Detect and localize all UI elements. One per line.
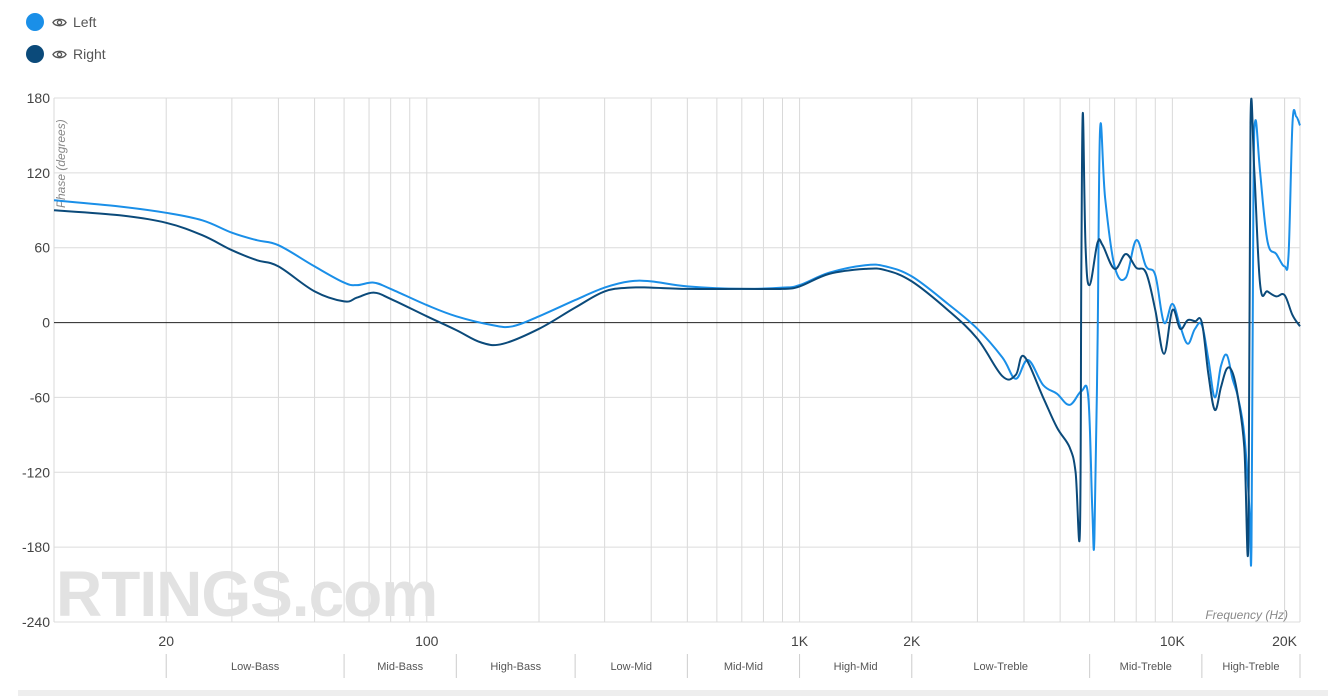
y-tick-label: -180 [22,539,50,555]
series-line-left [53,109,1301,567]
x-axis-label: Frequency (Hz) [1205,608,1288,622]
legend-label-left: Left [73,14,97,30]
band-label: Mid-Mid [724,661,763,673]
legend-swatch-left [26,13,44,31]
axis-layer: 180 120 60 0 -60 -120 -180 -240 20 100 1K 2K 10K 20K [22,90,1298,649]
y-tick-label: -240 [22,614,50,630]
eye-icon[interactable] [52,15,67,30]
band-label: Low-Treble [973,661,1028,673]
x-tick-label: 2K [903,633,921,649]
eye-icon[interactable] [52,47,67,62]
watermark: RTINGS.com [56,558,437,630]
y-axis-label: Phase (degrees) [54,119,68,208]
band-label: High-Bass [490,661,541,673]
x-tick-label: 1K [791,633,809,649]
y-tick-label: -120 [22,464,50,480]
x-tick-label: 20K [1272,633,1298,649]
band-label: High-Treble [1222,661,1279,673]
band-label: High-Mid [834,661,878,673]
band-label: Mid-Bass [377,661,423,673]
chart-legend: Left Right [26,6,106,70]
legend-item-left[interactable]: Left [26,6,106,38]
footer-strip [18,690,1328,696]
series-line-right [53,97,1301,558]
band-layer: Low-Bass Mid-Bass High-Bass Low-Mid Mid-Mid H… [165,654,1301,678]
legend-label-right: Right [73,46,106,62]
x-tick-label: 10K [1160,633,1186,649]
x-tick-label: 20 [158,633,174,649]
legend-swatch-right [26,45,44,63]
y-tick-label: -60 [30,389,50,405]
x-tick-label: 100 [415,633,439,649]
y-tick-label: 60 [34,240,50,256]
series-layer [53,97,1301,567]
legend-item-right[interactable]: Right [26,38,106,70]
band-label: Mid-Treble [1120,661,1172,673]
y-tick-label: 120 [27,165,51,181]
grid-layer [53,97,1301,623]
y-tick-label: 180 [27,90,51,106]
band-label: Low-Mid [610,661,652,673]
y-tick-label: 0 [42,315,50,331]
band-label: Low-Bass [231,661,280,673]
